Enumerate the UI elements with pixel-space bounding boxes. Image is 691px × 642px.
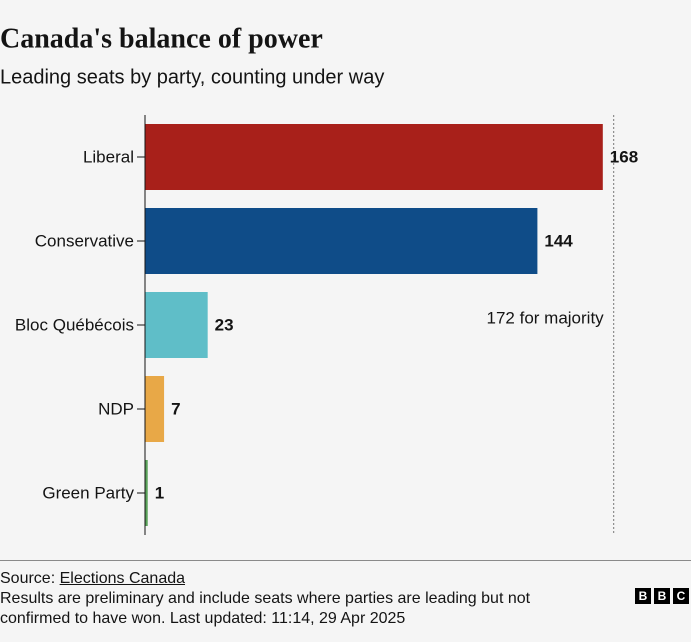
logo-letter: B [654,588,670,604]
data-label: 1 [155,483,164,502]
y-tick-label: Liberal [83,147,134,166]
footnote: Results are preliminary and include seat… [0,590,531,627]
bar [145,124,603,190]
source: Source: Elections Canada [0,569,691,589]
annotation: 172 for majority [487,308,605,327]
footer: Source: Elections Canada Results are pre… [0,560,691,629]
data-label: 7 [171,399,180,418]
y-tick-label: Bloc Québécois [15,315,134,334]
y-tick-label: Green Party [42,483,134,502]
chart: Canada's balance of power Leading seats … [0,23,638,535]
y-tick-label: Conservative [35,231,134,250]
data-label: 168 [610,147,638,166]
source-link[interactable]: Elections Canada [59,570,186,587]
data-label: 23 [215,315,234,334]
chart-title: Canada's balance of power [0,23,323,54]
y-tick-label: NDP [98,399,134,418]
bar [145,208,538,274]
source-label: Source: [0,570,56,587]
logo-letter: C [673,588,689,604]
bar [145,292,208,358]
bar [145,376,165,442]
data-label: 144 [544,231,573,250]
chart-subtitle: Leading seats by party, counting under w… [0,66,384,88]
bar [145,460,148,526]
logo-letter: B [635,588,651,604]
logo: B B C [635,588,689,604]
